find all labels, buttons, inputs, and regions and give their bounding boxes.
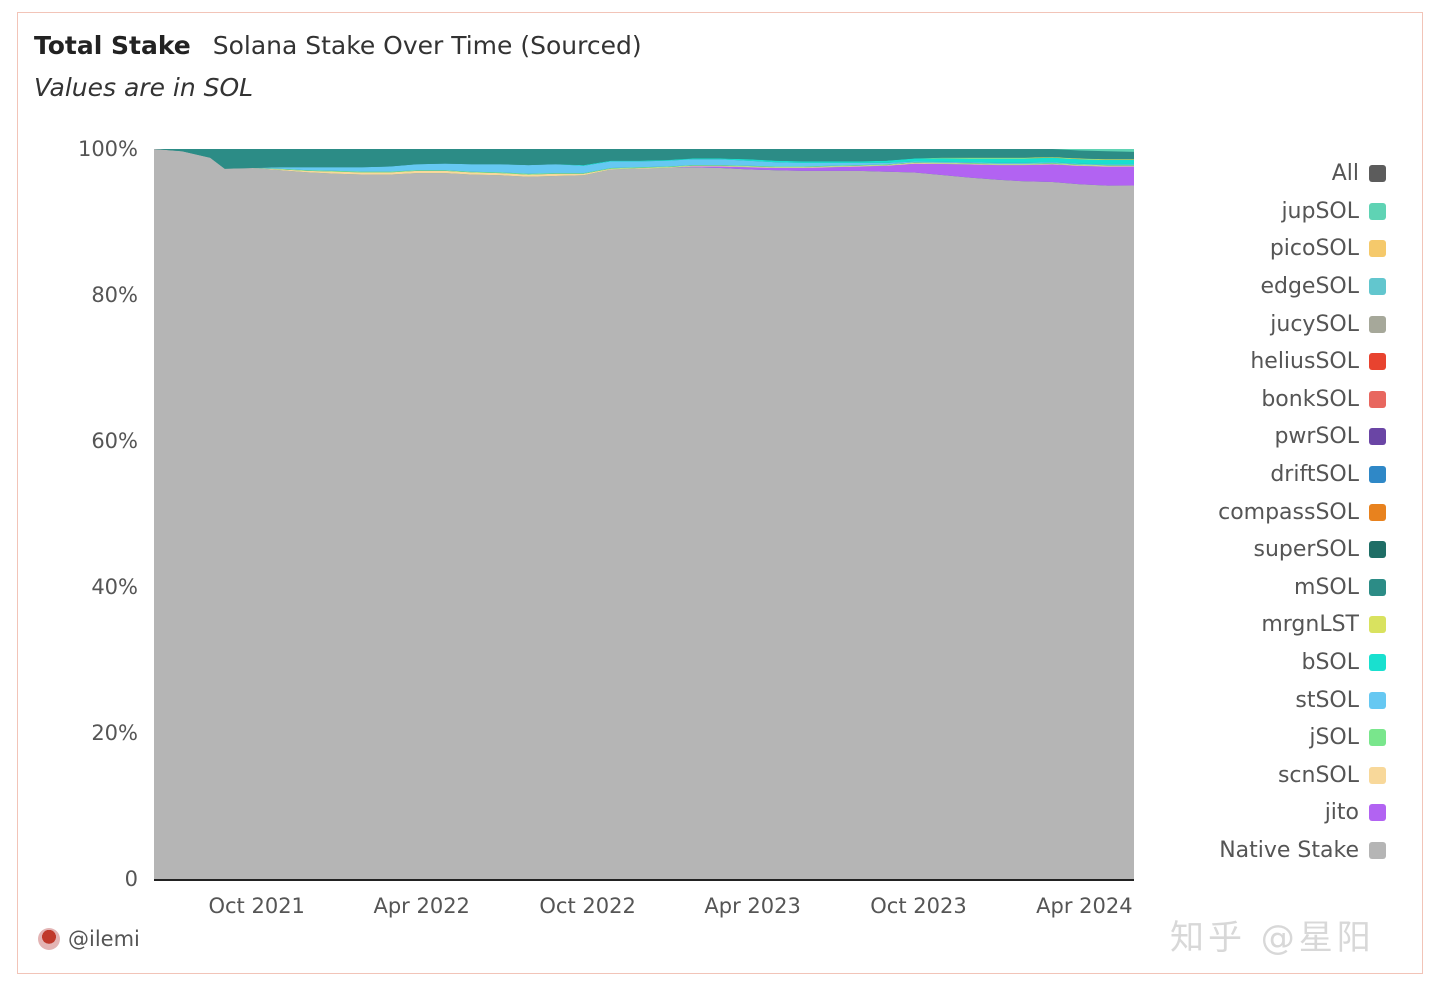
legend-label: mSOL [1294,574,1359,600]
legend-label: bonkSOL [1261,386,1359,412]
y-tick-label: 100% [78,137,138,161]
legend-swatch [1369,578,1386,596]
legend-label: pwrSOL [1274,424,1359,450]
legend-item[interactable]: stSOL [1126,681,1386,719]
legend-label: picoSOL [1269,236,1359,262]
legend-item[interactable]: jito [1126,794,1386,832]
legend-swatch [1369,240,1386,258]
area-series-stsol[interactable] [154,149,1134,174]
legend-swatch [1369,766,1386,784]
legend-label: compassSOL [1218,499,1359,525]
legend-label: jSOL [1309,725,1359,751]
legend-swatch [1369,541,1386,559]
chart-subtitle: Solana Stake Over Time (Sourced) [212,31,642,60]
y-tick-label: 80% [91,283,138,307]
legend-swatch [1369,729,1386,747]
legend-swatch [1369,390,1386,408]
chart-title: Total Stake [34,31,191,60]
legend-item[interactable]: heliusSOL [1126,343,1386,381]
legend-label: jupSOL [1281,198,1359,224]
legend-label: heliusSOL [1250,349,1359,375]
x-tick-label: Oct 2023 [870,894,966,918]
legend-swatch [1369,466,1386,484]
x-tick-label: Apr 2023 [704,894,800,918]
footer: @ilemi [38,927,140,951]
legend-item[interactable]: scnSOL [1126,757,1386,795]
legend-label: scnSOL [1277,762,1359,788]
area-series-native-stake[interactable] [154,149,1134,879]
legend-item[interactable]: driftSOL [1126,456,1386,494]
legend-label: mrgnLST [1261,612,1359,638]
legend-label: All [1331,161,1359,187]
x-tick-label: Apr 2024 [1036,894,1132,918]
legend-item[interactable]: bSOL [1126,644,1386,682]
legend-swatch [1369,202,1386,220]
y-tick-label: 40% [91,575,138,599]
legend-label: jito [1324,800,1359,826]
legend-label: stSOL [1295,687,1359,713]
author-handle: @ilemi [68,927,140,951]
area-series-bsol[interactable] [154,149,1134,169]
legend-swatch [1369,315,1386,333]
chart-legend: All jupSOL picoSOL edgeSOL jucySOL heliusSOL b… [1126,155,1386,869]
x-tick-label: Oct 2021 [208,894,304,918]
legend-item[interactable]: picoSOL [1126,230,1386,268]
legend-swatch [1369,353,1386,371]
legend-item[interactable]: mSOL [1126,569,1386,607]
legend-item[interactable]: jupSOL [1126,193,1386,231]
x-tick-label: Apr 2022 [373,894,469,918]
legend-swatch [1369,428,1386,446]
legend-swatch [1369,503,1386,521]
legend-label: Native Stake [1219,837,1359,863]
legend-swatch [1369,691,1386,709]
y-tick-label: 0 [125,867,138,891]
legend-item[interactable]: All [1126,155,1386,193]
legend-swatch [1369,278,1386,296]
legend-label: driftSOL [1270,462,1359,488]
y-tick-label: 20% [91,721,138,745]
legend-item[interactable]: edgeSOL [1126,268,1386,306]
watermark: 知乎 @星阳 [1170,918,1375,958]
legend-item[interactable]: pwrSOL [1126,418,1386,456]
legend-swatch [1369,841,1386,859]
legend-label: edgeSOL [1260,274,1359,300]
legend-swatch [1369,165,1386,183]
legend-swatch [1369,804,1386,822]
x-tick-label: Oct 2022 [539,894,635,918]
avatar [38,928,60,950]
legend-swatch [1369,616,1386,634]
legend-item[interactable]: compassSOL [1126,493,1386,531]
legend-item[interactable]: jSOL [1126,719,1386,757]
legend-item[interactable]: jucySOL [1126,305,1386,343]
legend-label: superSOL [1253,537,1360,563]
legend-item[interactable]: bonkSOL [1126,381,1386,419]
legend-item[interactable]: Native Stake [1126,832,1386,870]
area-series-msol[interactable] [154,149,1134,169]
area-series-jito[interactable] [154,149,1134,186]
legend-item[interactable]: mrgnLST [1126,606,1386,644]
legend-item[interactable]: superSOL [1126,531,1386,569]
legend-label: jucySOL [1270,311,1359,337]
chart-note: Values are in SOL [34,73,254,102]
legend-label: bSOL [1301,650,1359,676]
legend-swatch [1369,654,1386,672]
y-tick-label: 60% [91,429,138,453]
chart-title-row: Total Stake Solana Stake Over Time (Sour… [34,31,642,60]
